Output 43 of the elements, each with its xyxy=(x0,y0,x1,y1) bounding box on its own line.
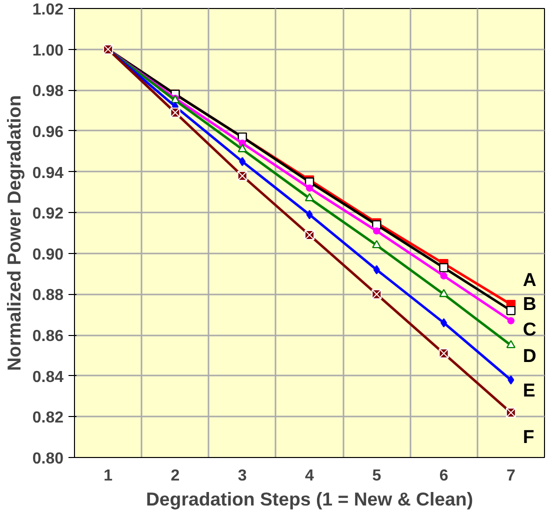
point xyxy=(373,265,380,274)
series-label: F xyxy=(522,426,534,448)
x-tick-label: 6 xyxy=(439,468,448,484)
point xyxy=(507,317,515,324)
series-label: B xyxy=(522,293,536,314)
point xyxy=(506,306,516,316)
point xyxy=(439,263,448,272)
x-tick-label: 7 xyxy=(506,468,516,484)
y-tick-label: 0.92 xyxy=(32,206,64,223)
point xyxy=(238,144,247,152)
point xyxy=(239,156,246,166)
y-axis-title: Normalized Power Degradation xyxy=(3,95,24,371)
y-tick-label: 0.84 xyxy=(32,368,64,386)
series-label: A xyxy=(522,268,536,290)
point xyxy=(439,289,448,298)
series-label: D xyxy=(522,344,536,366)
y-tick-label: 0.94 xyxy=(32,164,64,182)
x-tick-label: 1 xyxy=(104,468,113,484)
series-label: C xyxy=(522,318,536,340)
point xyxy=(306,184,314,192)
y-tick-label: 0.96 xyxy=(32,124,64,141)
point xyxy=(304,193,314,202)
y-tick-label: 0.82 xyxy=(32,410,64,427)
x-tick-label: 5 xyxy=(372,468,382,484)
y-tick-label: 0.80 xyxy=(32,450,64,468)
x-axis-title: Degradation Steps (1 = New & Clean) xyxy=(146,488,474,510)
y-tick-label: 0.86 xyxy=(32,328,64,346)
y-tick-label: 1.02 xyxy=(32,2,64,18)
point xyxy=(306,210,313,220)
x-tick-label: 3 xyxy=(238,468,247,484)
y-tick-label: 0.98 xyxy=(32,83,64,100)
point xyxy=(508,375,514,385)
point xyxy=(440,318,448,328)
x-tick-label: 2 xyxy=(170,468,180,484)
point xyxy=(506,340,516,348)
y-tick-label: 0.88 xyxy=(32,287,64,304)
y-tick-label: 1.00 xyxy=(32,42,64,60)
x-tick-label: 4 xyxy=(305,468,314,484)
point xyxy=(372,240,382,248)
series-label: E xyxy=(522,379,536,400)
point xyxy=(373,227,380,235)
point xyxy=(440,272,448,280)
y-tick-label: 0.90 xyxy=(32,246,64,264)
